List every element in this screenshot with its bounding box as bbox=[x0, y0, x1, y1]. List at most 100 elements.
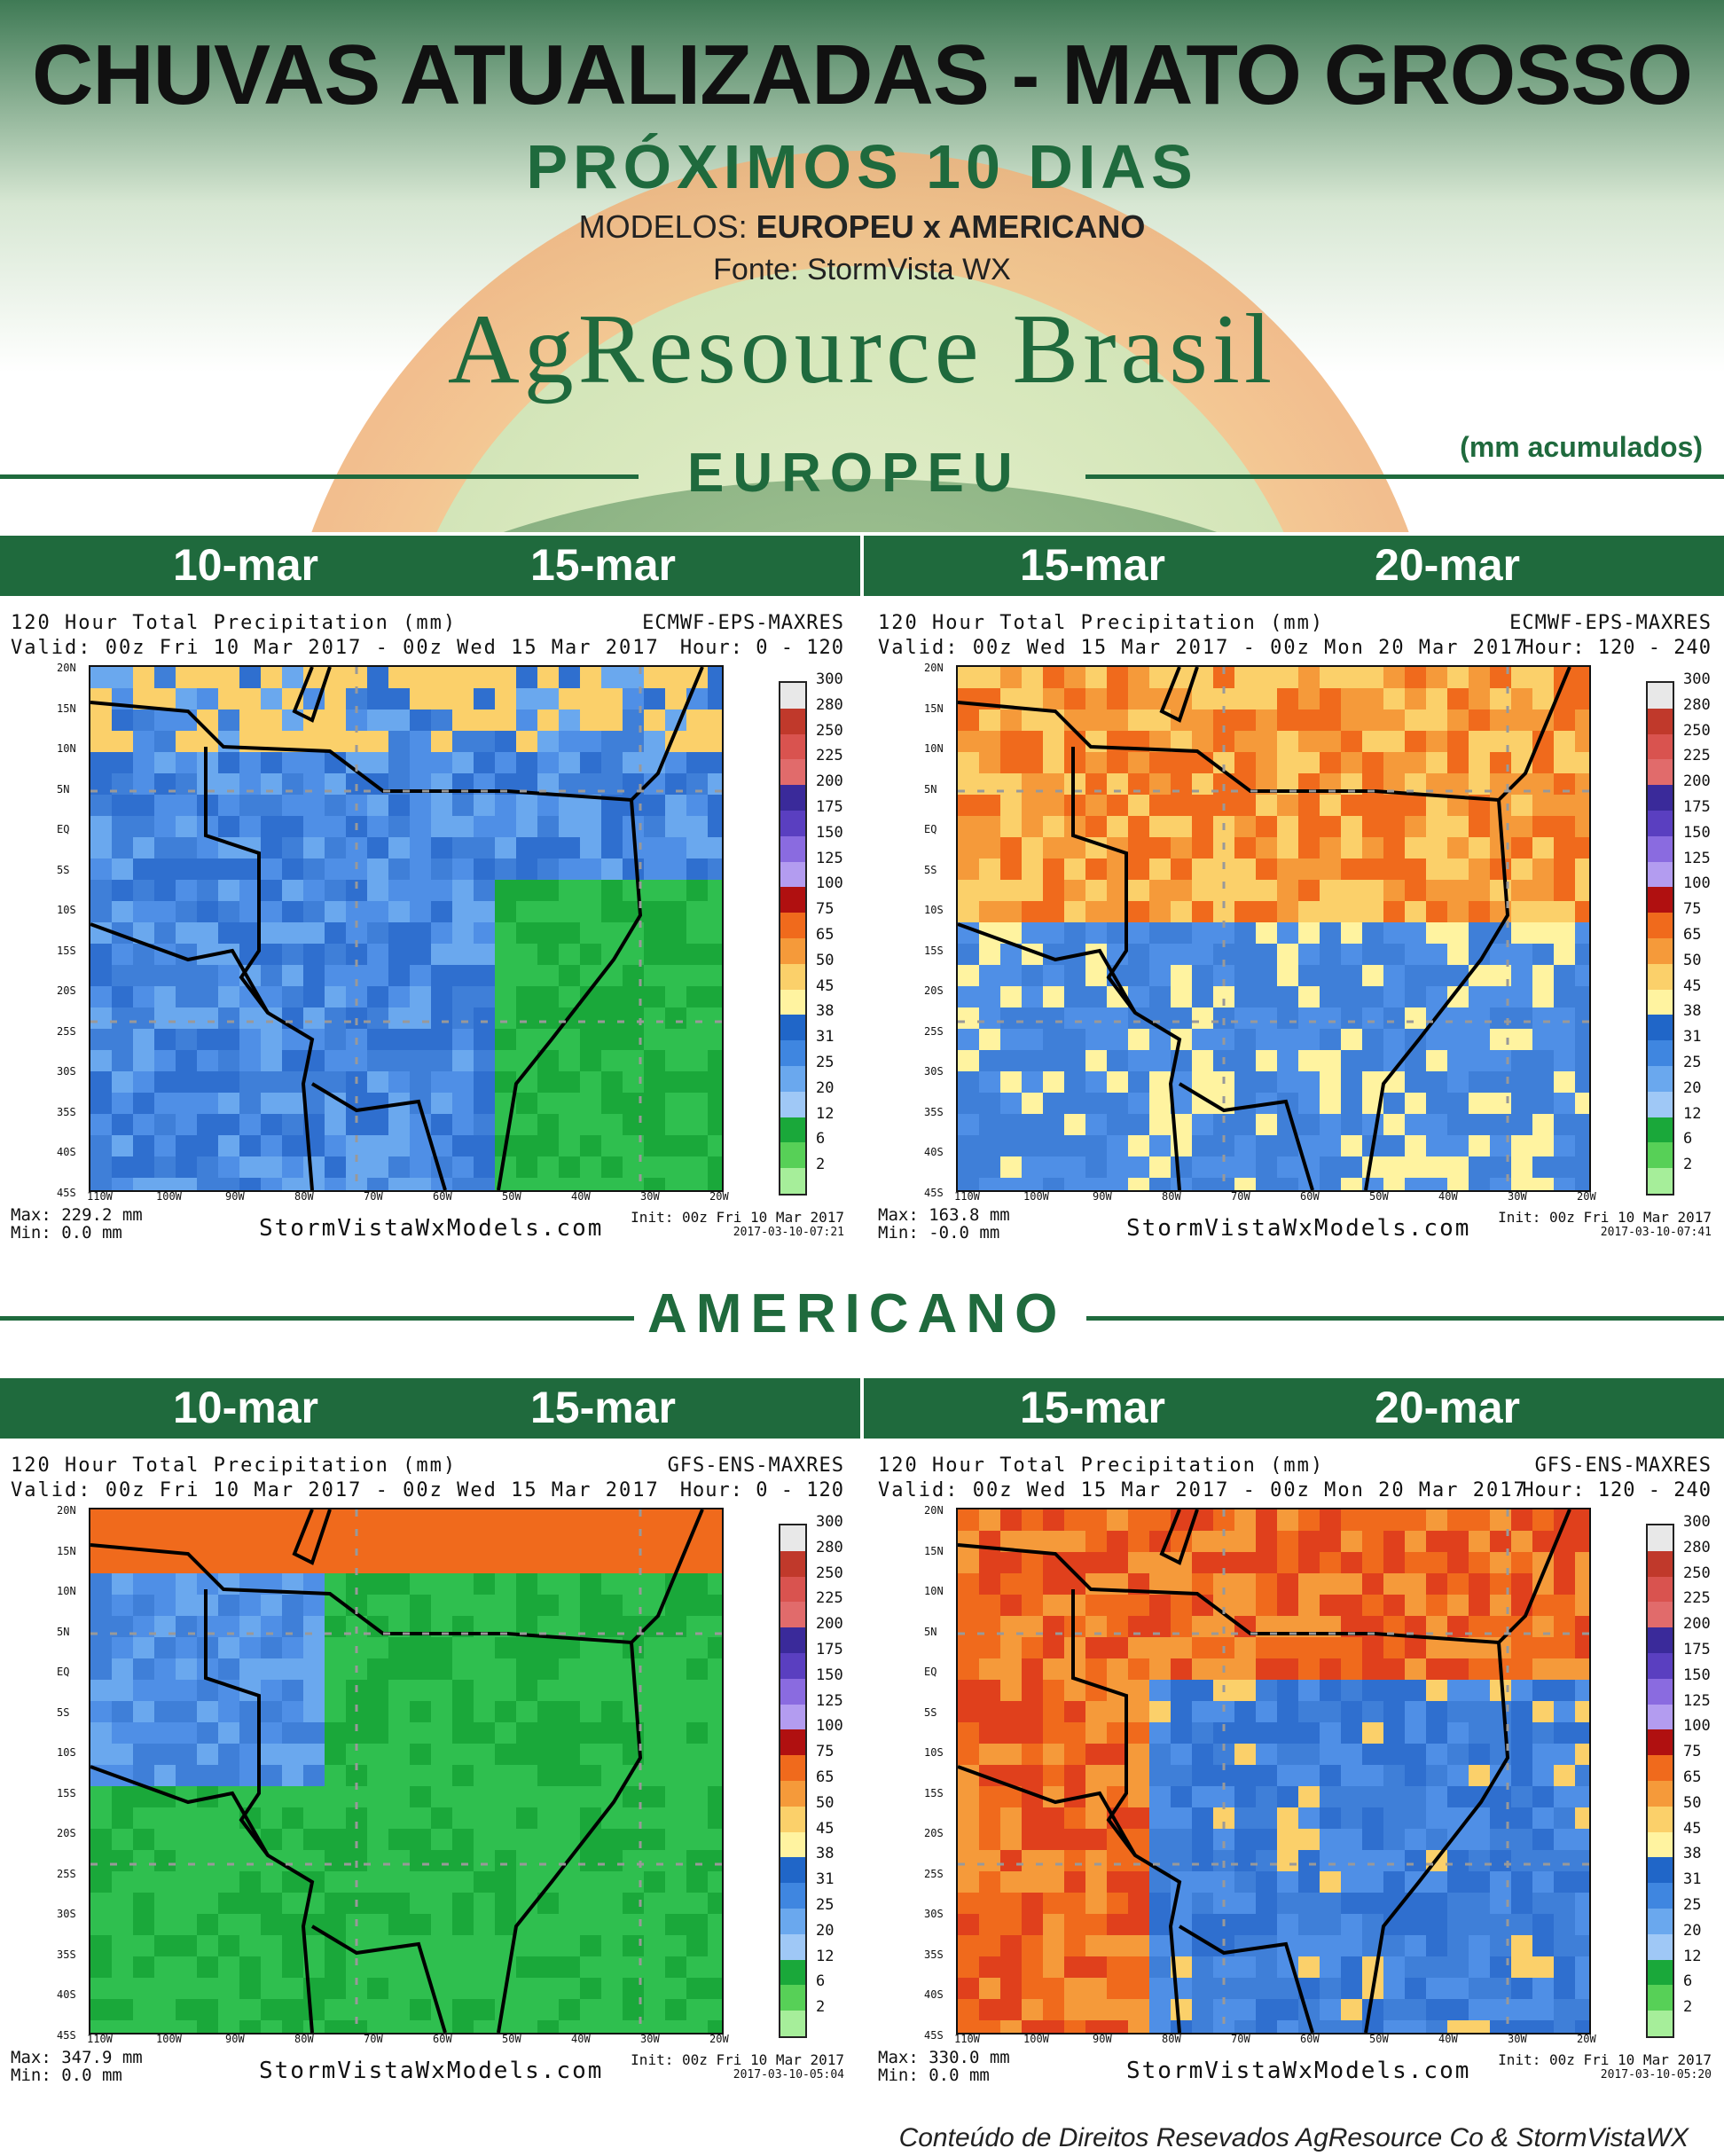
precip-cell bbox=[452, 1156, 474, 1178]
precip-cell bbox=[1043, 922, 1064, 944]
precip-cell bbox=[1383, 1156, 1405, 1178]
colorbar-label: 125 bbox=[816, 1691, 843, 1710]
precip-cell bbox=[1554, 837, 1575, 858]
latitude-label: 10N bbox=[924, 1585, 944, 1597]
precip-cell bbox=[979, 1071, 1000, 1093]
precip-cell bbox=[1107, 1007, 1128, 1029]
precip-cell bbox=[1085, 816, 1107, 837]
precip-cell bbox=[1298, 795, 1320, 816]
precip-cell bbox=[1064, 1807, 1085, 1829]
precip-cell bbox=[1575, 752, 1589, 773]
colorbar-label: 45 bbox=[816, 1819, 835, 1838]
precip-cell bbox=[1383, 986, 1405, 1007]
section-title-europeu: EUROPEU bbox=[687, 443, 1022, 504]
latitude-label: 10N bbox=[924, 742, 944, 755]
precip-cell bbox=[154, 1893, 176, 1914]
precip-cell bbox=[1511, 880, 1532, 901]
precip-cell bbox=[1234, 1093, 1256, 1114]
colorbar-segment bbox=[1648, 1729, 1673, 1756]
precip-cell bbox=[1234, 965, 1256, 986]
precip-cell bbox=[1256, 795, 1277, 816]
precip-cell bbox=[1277, 1135, 1298, 1156]
precip-cell bbox=[1298, 837, 1320, 858]
precip-cell bbox=[261, 837, 282, 858]
precip-cell bbox=[1405, 1956, 1426, 1978]
precip-cell bbox=[261, 1701, 282, 1722]
precip-cell bbox=[1234, 1637, 1256, 1658]
precip-cell bbox=[1447, 1093, 1469, 1114]
panel-model-name: ECMWF-EPS-MAXRES bbox=[642, 612, 844, 634]
precip-cell bbox=[1575, 710, 1589, 731]
precip-cell bbox=[431, 1637, 452, 1658]
precip-cell bbox=[218, 1914, 239, 1935]
precip-cell bbox=[367, 901, 388, 922]
precip-cell bbox=[1341, 901, 1362, 922]
precip-cell bbox=[452, 1871, 474, 1893]
precip-cell bbox=[537, 880, 559, 901]
precip-cell bbox=[261, 752, 282, 773]
precip-cell bbox=[1171, 901, 1192, 922]
precip-cell bbox=[686, 858, 708, 880]
precip-cell bbox=[1043, 901, 1064, 922]
precip-cell bbox=[686, 1829, 708, 1850]
precip-cell bbox=[239, 795, 261, 816]
precip-cell bbox=[176, 944, 197, 965]
precip-cell bbox=[112, 1956, 133, 1978]
precip-cell bbox=[239, 1637, 261, 1658]
precip-cell bbox=[388, 965, 410, 986]
precip-cell bbox=[303, 1850, 325, 1871]
precip-cell bbox=[176, 1178, 197, 1190]
precip-cell bbox=[1298, 1071, 1320, 1093]
precip-cell bbox=[197, 1680, 218, 1701]
precip-cell bbox=[979, 1135, 1000, 1156]
precip-cell bbox=[1277, 731, 1298, 752]
precip-cell bbox=[1043, 986, 1064, 1007]
section-divider bbox=[0, 1316, 634, 1321]
precip-cell bbox=[979, 1178, 1000, 1190]
precip-cell bbox=[601, 667, 623, 688]
precip-cell bbox=[1362, 1701, 1383, 1722]
precip-cell bbox=[1043, 1178, 1064, 1190]
precip-cell bbox=[1447, 922, 1469, 944]
precip-cell bbox=[1426, 880, 1447, 901]
longitude-label: 110W bbox=[954, 2033, 980, 2045]
precip-cell bbox=[1085, 667, 1107, 688]
precip-cell bbox=[580, 1680, 601, 1701]
colorbar-segment bbox=[780, 1780, 805, 1807]
precip-cell bbox=[1043, 1029, 1064, 1050]
precip-cell bbox=[644, 1786, 665, 1807]
precip-cell bbox=[1022, 965, 1043, 986]
precip-cell bbox=[112, 1914, 133, 1935]
precip-cell bbox=[1320, 922, 1341, 944]
precip-cell bbox=[325, 731, 346, 752]
precip-cell bbox=[154, 1829, 176, 1850]
precip-cell bbox=[410, 1029, 431, 1050]
precip-cell bbox=[1362, 1893, 1383, 1914]
precip-cell bbox=[1554, 1914, 1575, 1935]
precip-cell bbox=[1532, 1956, 1554, 1978]
date-label: 10-mar bbox=[173, 1383, 318, 1432]
precip-cell bbox=[1405, 752, 1426, 773]
precip-cell bbox=[708, 1701, 722, 1722]
precip-cell bbox=[90, 1573, 112, 1595]
precip-cell bbox=[282, 1999, 303, 2020]
precip-cell bbox=[1405, 1914, 1426, 1935]
precip-cell bbox=[1575, 1135, 1589, 1156]
precip-cell bbox=[218, 1701, 239, 1722]
precip-cell bbox=[112, 1829, 133, 1850]
precip-cell bbox=[1405, 1007, 1426, 1029]
precip-cell bbox=[958, 1701, 979, 1722]
precip-cell bbox=[197, 1956, 218, 1978]
precip-cell bbox=[1362, 1956, 1383, 1978]
precip-cell bbox=[410, 1531, 431, 1552]
precip-cell bbox=[1192, 1071, 1213, 1093]
precip-cell bbox=[1320, 1935, 1341, 1956]
precip-cell bbox=[197, 1007, 218, 1029]
precip-cell bbox=[1085, 1007, 1107, 1029]
latitude-label: 40S bbox=[57, 1146, 76, 1158]
precip-cell bbox=[537, 1071, 559, 1093]
precip-cell bbox=[559, 1114, 580, 1135]
precip-cell bbox=[218, 1850, 239, 1871]
precip-cell bbox=[1426, 1701, 1447, 1722]
precip-cell bbox=[580, 1893, 601, 1914]
